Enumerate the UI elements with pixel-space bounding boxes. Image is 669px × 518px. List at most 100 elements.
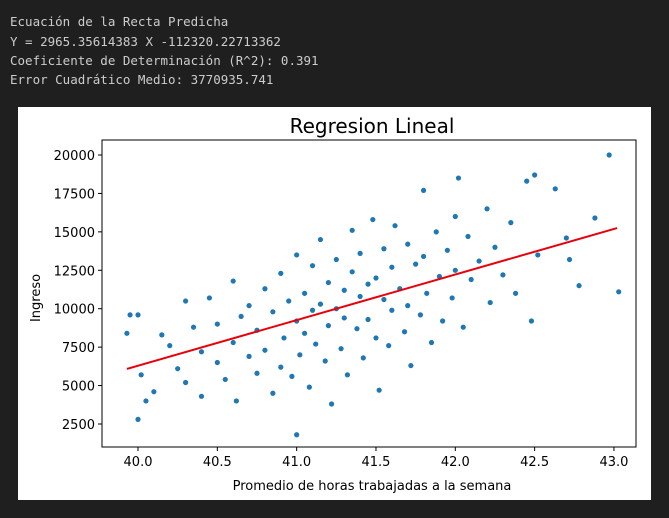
scatter-point [230,278,236,284]
scatter-point [344,372,351,378]
scatter-point [616,289,622,295]
scatter-point [444,247,450,253]
scatter-point [500,272,506,278]
scatter-point [214,359,220,366]
scatter-point [420,253,427,260]
scatter-point [175,366,181,372]
scatter-point [151,389,157,395]
scatter-point [349,227,355,233]
y-tick-label: 20000 [54,149,95,164]
scatter-point [167,343,173,349]
scatter-point [373,275,379,281]
scatter-point [357,250,363,256]
chart-title: Regresion Lineal [290,114,455,138]
scatter-point [289,373,295,379]
output-line: Coeficiente de Determinación (R^2): 0.39… [10,53,319,68]
scatter-point [222,376,228,383]
scatter-point [183,379,189,386]
x-tick-label: 42.5 [520,455,549,470]
scatter-point [360,355,366,361]
scatter-point [309,263,316,269]
scatter-point [440,318,446,324]
scatter-point [528,318,535,324]
x-tick-label: 40.0 [124,455,153,470]
scatter-point [408,362,414,369]
scatter-point [262,347,268,353]
scatter-point [532,172,538,178]
scatter-point [452,213,458,220]
scatter-point [381,296,387,303]
scatter-point [124,330,130,336]
scatter-point [420,187,427,193]
scatter-point [198,349,205,355]
figure [18,107,651,500]
scatter-point [341,315,347,321]
scatter-point [535,252,541,258]
scatter-point [389,264,395,270]
scatter-point [354,326,360,332]
plot-area: 40.0 40.5 41.0 41.5 42.0 42.5 43.0 2500 5000 7500… [54,149,629,470]
scatter-point [270,390,276,396]
scatter-point [313,341,319,347]
scatter-point [233,398,239,404]
scatter-point [365,281,371,287]
scatter-point [328,401,335,407]
scatter-point [465,233,471,240]
x-tick-label: 41.5 [362,455,391,470]
scatter-point [606,152,612,158]
scatter-point [405,303,411,309]
scatter-point [428,339,435,346]
scatter-point [460,324,466,330]
scatter-point [524,178,530,184]
scatter-point [508,220,514,226]
scatter-point [306,384,312,390]
output-line: Y = 2965.35614383 X -112320.22713362 [10,34,281,49]
scatter-point [246,353,252,359]
scatter-point [566,256,573,263]
scatter-point [576,283,582,289]
scatter-point [389,307,395,313]
scatter-point [309,307,316,313]
scatter-point [127,312,133,318]
scatter-point [468,276,474,283]
y-axis-label: Ingreso [29,274,44,322]
scatter-point [301,290,308,296]
x-tick-label: 43.0 [599,455,628,470]
scatter-point [563,235,569,241]
scatter-point [270,309,276,315]
scatter-point [455,175,462,181]
scatter-point [325,279,331,286]
scatter-point [338,346,344,352]
scatter-point [278,364,284,370]
output-line: Ecuación de la Recta Predicha [10,14,228,29]
scatter-point [183,298,189,304]
scatter-point [317,236,324,243]
scatter-point [254,370,260,376]
scatter-point [198,393,205,399]
scatter-point [373,335,379,341]
scatter-point [214,321,220,327]
scatter-point [433,229,439,235]
x-tick-label: 42.0 [441,455,470,470]
scatter-point [424,290,430,296]
scatter-point [370,216,376,223]
scatter-point [357,293,363,300]
scatter-point [512,290,519,296]
y-tick-label: 15000 [54,226,95,241]
scatter-point [262,286,268,292]
scatter-point [401,329,408,335]
scatter-point [449,295,455,301]
scatter-point [317,301,324,307]
scatter-point [386,343,392,349]
y-tick-label: 7500 [62,341,95,356]
scatter-point [487,299,493,306]
scatter-point [294,252,300,258]
scatter-point [392,223,398,229]
scatter-point [281,335,287,341]
scatter-point [159,332,165,338]
scatter-point [294,432,300,438]
plot-frame [101,139,637,448]
scatter-point [190,324,197,330]
